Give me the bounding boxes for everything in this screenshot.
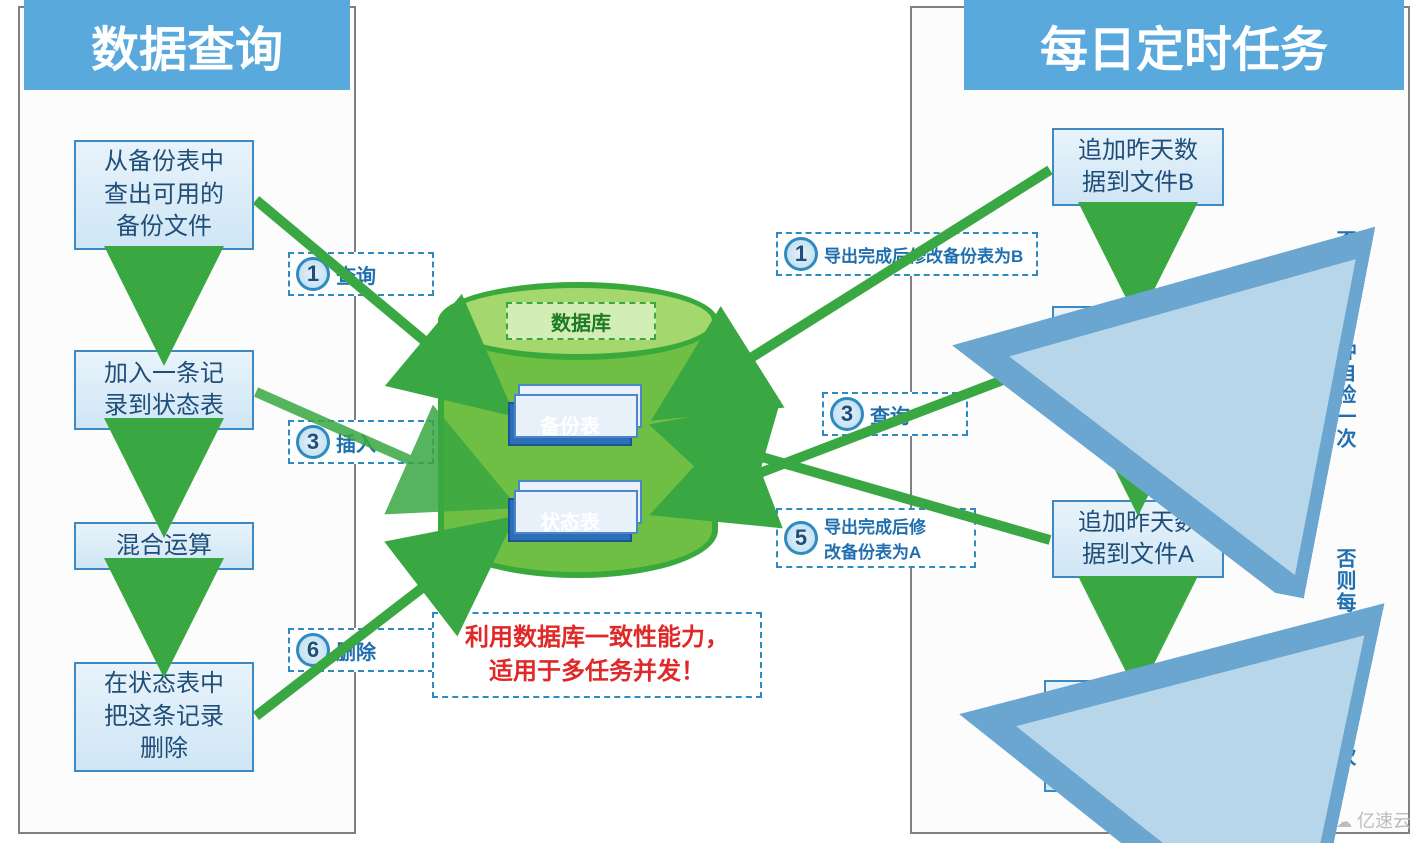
right-side-text-2: 否则每１分钟自检一次 [1330, 548, 1359, 768]
left-node-3: 混合运算 [74, 522, 254, 570]
right-step-2: 2 [1120, 216, 1154, 250]
r1-text: 导出完成后修改备份表为B [824, 242, 1023, 267]
label-l3: 3 插入 [288, 420, 434, 464]
l6-text: 删除 [336, 636, 376, 665]
r3-num-icon: 3 [830, 397, 864, 431]
left-node-1: 从备份表中 查出可用的 备份文件 [74, 140, 254, 250]
right-step-4: 4 [1120, 428, 1154, 462]
left-step-2: 2 [146, 262, 180, 296]
db-table-state: 状态表 [508, 498, 632, 542]
right-panel-title: 每日定时任务 [964, 0, 1404, 90]
right-node-2: 等待状态表 中A使用记 录都已清空 [1052, 306, 1224, 416]
r3-text: 查询 [870, 400, 910, 429]
left-node-2: 加入一条记 录到状态表 [74, 350, 254, 430]
left-step-5: 5 [146, 580, 180, 614]
label-l6: 6 删除 [288, 628, 434, 672]
l3-num-icon: 3 [296, 425, 330, 459]
center-note: 利用数据库一致性能力， 适用于多任务并发！ [432, 612, 762, 698]
label-r1: 1 导出完成后修改备份表为B [776, 232, 1038, 276]
right-node-1: 追加昨天数 据到文件B [1052, 128, 1224, 206]
right-node-4: 直到等待状态 表中B使用记 录都已清空 [1044, 680, 1232, 792]
l1-num-icon: 1 [296, 257, 330, 291]
right-step-6: 6 [1120, 596, 1154, 630]
l6-num-icon: 6 [296, 633, 330, 667]
r1-num-icon: 1 [784, 237, 818, 271]
watermark: ☁ 亿速云 [1336, 807, 1411, 833]
db-label: 数据库 [506, 302, 656, 340]
left-step-4: 4 [146, 440, 180, 474]
db-table-backup: 备份表 [508, 402, 632, 446]
r5-num-icon: 5 [784, 521, 818, 555]
label-l1: 1 查询 [288, 252, 434, 296]
label-r5: 5 导出完成后修 改备份表为A [776, 508, 976, 568]
right-side-text-1: 否则每１分钟自检一次 [1330, 230, 1359, 450]
left-panel-title: 数据查询 [24, 0, 350, 90]
r5-text: 导出完成后修 改备份表为A [824, 513, 926, 563]
label-r3: 3 查询 [822, 392, 968, 436]
l3-text: 插入 [336, 428, 376, 457]
l1-text: 查询 [336, 260, 376, 289]
left-node-4: 在状态表中 把这条记录 删除 [74, 662, 254, 772]
right-node-3: 追加昨天数 据到文件A [1052, 500, 1224, 578]
